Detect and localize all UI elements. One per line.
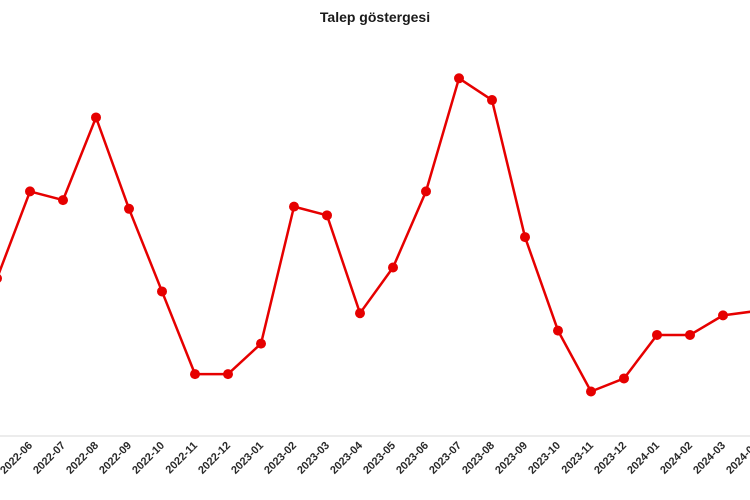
x-tick-label: 2024-01 [625,440,662,477]
x-tick-label: 2023-07 [427,440,464,477]
x-tick-label: 2023-12 [592,440,629,477]
data-point-2023-10 [553,325,563,336]
x-tick-label: 2024-04 [724,439,750,477]
data-point-2022-05 [0,274,2,283]
x-tick-label: 2024-03 [691,440,728,477]
data-point-2023-07 [454,73,464,84]
data-point-2022-08 [91,112,101,123]
x-tick-label: 2023-06 [394,440,431,477]
data-point-2024-02 [685,329,695,340]
data-point-2022-12 [223,369,233,380]
data-point-2023-03 [322,210,332,221]
data-point-2024-01 [652,329,662,340]
x-tick-label: 2023-03 [295,440,332,477]
x-tick-label: 2022-10 [130,440,167,477]
x-tick-label: 2022-11 [164,440,201,477]
data-point-2023-05 [388,262,398,273]
data-point-2023-02 [289,201,299,212]
data-point-2022-11 [190,369,200,380]
data-point-2022-07 [58,195,68,206]
data-point-2023-09 [520,232,530,243]
x-tick-label: 2022-06 [0,440,35,477]
data-point-2023-12 [619,373,629,384]
data-point-2023-11 [586,386,596,397]
data-point-2023-06 [421,186,431,197]
x-tick-label: 2023-10 [526,440,563,477]
x-tick-label: 2023-01 [229,440,266,477]
data-point-2023-08 [487,95,497,106]
data-point-2022-10 [157,286,167,297]
x-tick-label: 2023-08 [460,440,497,477]
data-point-2022-06 [25,186,35,197]
x-tick-label: 2023-09 [493,440,530,477]
x-tick-label: 2022-08 [64,440,101,477]
data-point-2023-04 [355,308,365,319]
x-tick-label: 2022-09 [97,440,134,477]
data-point-2024-03 [718,310,728,321]
x-tick-label: 2023-04 [328,439,366,477]
chart-title: Talep göstergesi [319,9,431,25]
x-tick-label: 2022-12 [196,440,233,477]
x-tick-label: 2023-02 [262,440,299,477]
x-tick-label: 2024-02 [658,440,695,477]
x-tick-label: 2023-05 [361,440,398,477]
data-point-2022-09 [124,203,134,214]
x-tick-label: 2023-11 [560,440,597,477]
series-line [0,77,750,393]
x-tick-label: 2022-07 [31,440,68,477]
data-point-2023-01 [256,338,266,349]
